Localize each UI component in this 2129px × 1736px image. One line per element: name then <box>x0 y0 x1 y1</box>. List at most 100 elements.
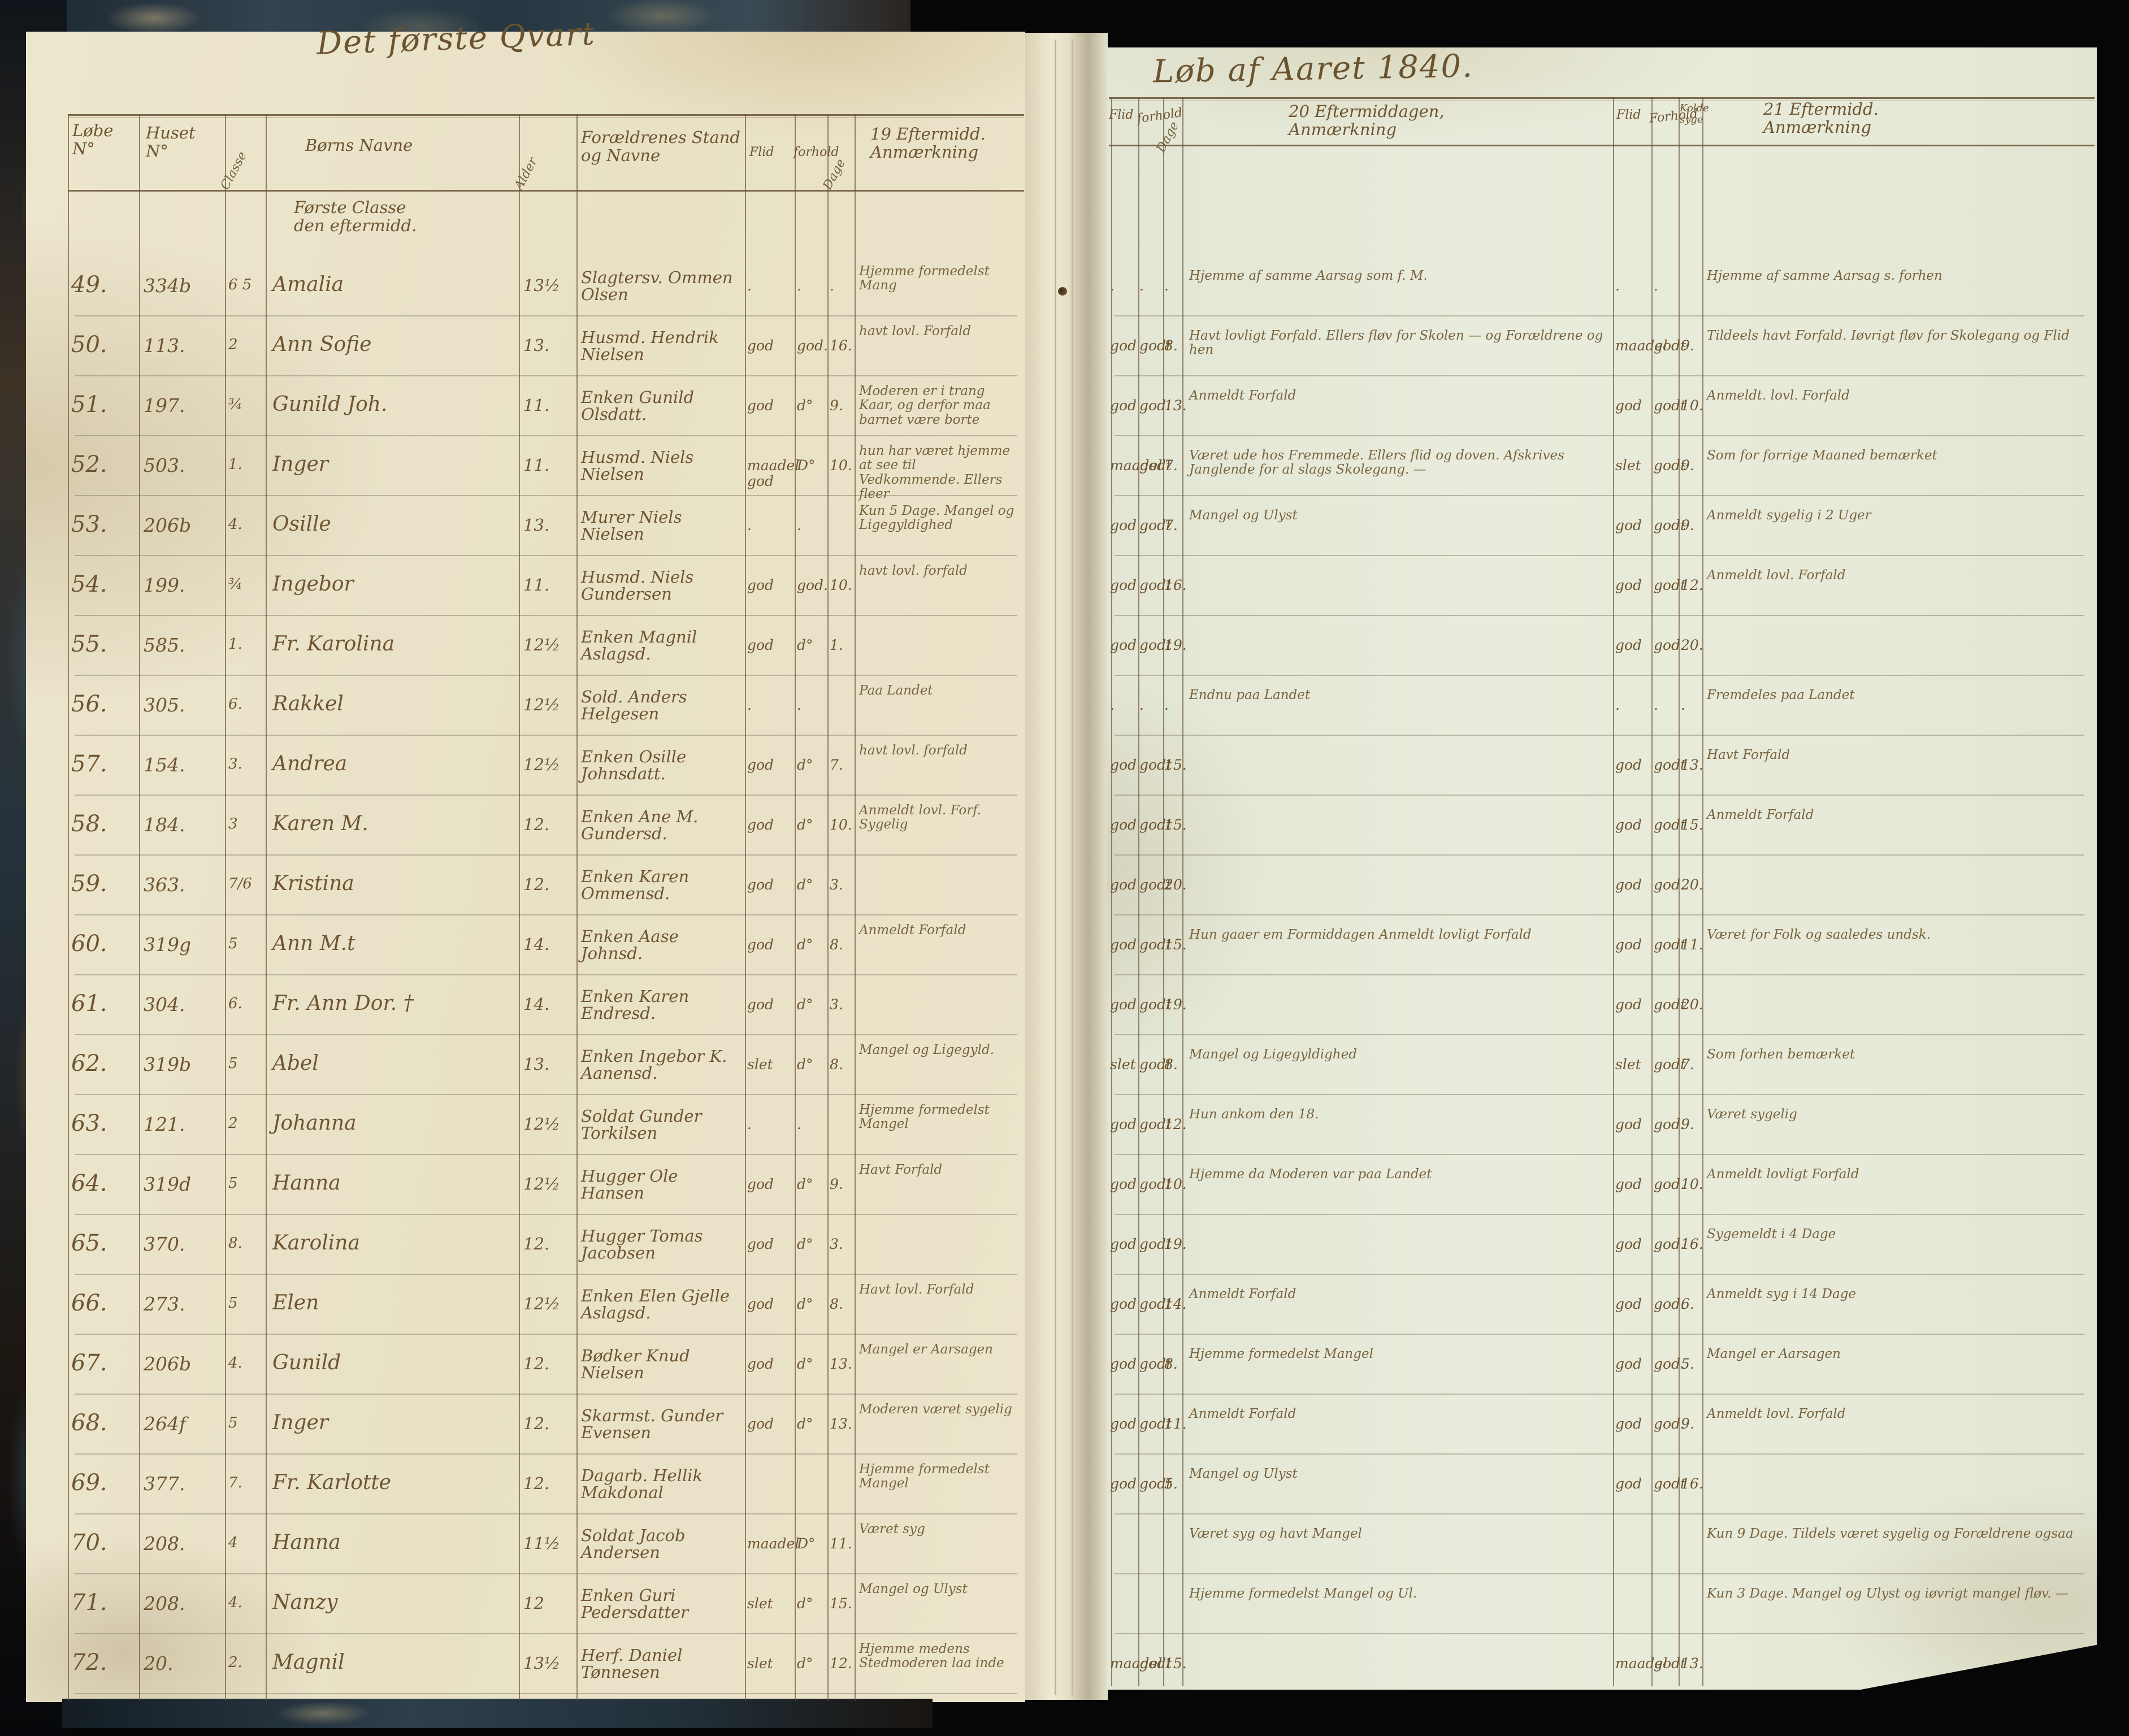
cell-dag1-16: 3. <box>830 1236 843 1252</box>
cell-forhold2-23: godt <box>1139 1655 1172 1672</box>
cell-no-14: 63. <box>71 1110 107 1136</box>
cell-flid3-13: slet <box>1615 1056 1641 1073</box>
cell-anm2-12 <box>1189 979 1607 988</box>
cell-flid2-9: god <box>1110 817 1137 833</box>
cell-flid3-16: god <box>1615 1236 1642 1252</box>
cell-forhold3-20: godt <box>1654 1475 1686 1492</box>
cell-anm3-12 <box>1707 979 2084 988</box>
cell-dag1-4 <box>830 500 855 518</box>
cell-flid1-12: god <box>747 996 774 1013</box>
cell-anm3-9: Anmeldt Forfald <box>1707 808 1814 822</box>
cell-forhold2-13: godt <box>1139 1056 1172 1073</box>
cell-dag3-5: 12. <box>1681 577 1703 593</box>
cell-dag1-7 <box>830 679 855 697</box>
cell-dag2-9: 15. <box>1164 817 1187 833</box>
cell-forhold2-7: . <box>1139 697 1144 713</box>
cell-n1-5: ¾ <box>228 576 243 593</box>
cell-huset-10: 363. <box>144 874 185 896</box>
cell-dag2-14: 12. <box>1164 1116 1187 1132</box>
cell-alder-1: 13. <box>523 336 550 355</box>
cell-foraldre-16: Hugger Tomas Jacobsen <box>581 1226 703 1263</box>
cell-anm1-8: havt lovl. forfald <box>859 743 968 758</box>
cell-alder-22: 12 <box>523 1594 544 1613</box>
cell-no-3: 52. <box>71 452 107 478</box>
cell-flid2-7: . <box>1110 697 1115 713</box>
cell-dag3-1: 9. <box>1681 337 1694 354</box>
cell-anm3-10 <box>1707 859 2084 868</box>
cell-huset-2: 197. <box>144 394 185 416</box>
cell-dag1-8: 7. <box>830 757 843 773</box>
cell-navn-19: Inger <box>272 1411 328 1434</box>
column-rule <box>1111 97 1112 1686</box>
cell-flid2-17: god <box>1110 1296 1137 1312</box>
cell-foraldre-5: Husmd. Niels Gundersen <box>581 567 694 604</box>
cell-forhold3-0: . <box>1654 277 1658 294</box>
column-rule <box>1651 97 1653 1686</box>
cell-huset-18: 206b <box>144 1353 192 1375</box>
cell-anm1-15: Havt Forfald <box>859 1162 943 1177</box>
cell-foraldre-20: Dagarb. Hellik Makdonal <box>581 1466 703 1503</box>
cell-dag2-2: 13. <box>1164 397 1187 414</box>
cell-dag2-4: 7. <box>1164 517 1178 533</box>
cell-no-2: 51. <box>71 392 107 418</box>
cell-no-1: 50. <box>71 332 107 358</box>
cell-forhold3-7: . <box>1654 697 1658 713</box>
cell-anm1-21: Været syg <box>859 1522 925 1537</box>
cell-anm2-21: Været syg og havt Mangel <box>1189 1526 1362 1541</box>
cell-foraldre-21: Soldat Jacob Andersen <box>581 1526 686 1563</box>
header-rule <box>1109 145 2095 146</box>
cell-forhold1-3: D° <box>797 457 816 474</box>
cell-navn-7: Rakkel <box>272 692 344 715</box>
cell-navn-17: Elen <box>272 1291 319 1314</box>
cell-dag1-20 <box>830 1458 855 1476</box>
cell-flid1-2: god <box>747 397 774 414</box>
cell-alder-13: 13. <box>523 1054 550 1074</box>
left-page <box>26 32 1025 1702</box>
cell-anm2-2: Anmeldt Forfald <box>1189 388 1297 403</box>
header-lobe-no: Løbe N° <box>72 121 114 158</box>
cell-forhold1-9: d° <box>797 817 813 833</box>
cell-anm2-11: Hun gaaer em Formiddagen Anmeldt lovligt… <box>1189 927 1532 942</box>
cell-anm1-14: Hjemme formedelst Mangel <box>859 1103 990 1132</box>
cell-navn-18: Gunild <box>272 1351 341 1374</box>
cell-huset-23: 20. <box>144 1652 174 1674</box>
cell-anm1-9: Anmeldt lovl. Forf. Sygelig <box>859 803 982 832</box>
cell-flid3-7: . <box>1615 697 1620 713</box>
cell-anm1-6 <box>859 619 1021 624</box>
cell-forhold1-1: god. <box>797 337 829 354</box>
cell-flid3-2: god <box>1615 397 1642 414</box>
cell-anm3-23 <box>1707 1638 2084 1647</box>
cell-foraldre-7: Sold. Anders Helgesen <box>581 687 687 724</box>
cell-flid3-9: god <box>1615 817 1642 833</box>
cell-dag3-8: 13. <box>1681 757 1703 773</box>
cell-forhold3-16: god. <box>1654 1236 1685 1252</box>
cell-forhold3-6: god. <box>1654 637 1685 653</box>
header-huset-no: Huset N° <box>146 123 196 160</box>
cell-forhold1-15: d° <box>797 1176 813 1192</box>
cell-dag3-15: 10. <box>1681 1176 1703 1192</box>
cell-navn-13: Abel <box>272 1052 319 1075</box>
cell-anm1-7: Paa Landet <box>859 683 933 698</box>
cell-flid1-19: god <box>747 1416 774 1432</box>
cell-anm3-13: Som forhen bemærket <box>1707 1047 1855 1062</box>
cell-foraldre-23: Herf. Daniel Tønnesen <box>581 1646 683 1682</box>
cell-navn-15: Hanna <box>272 1171 341 1195</box>
cell-no-5: 54. <box>71 571 107 597</box>
cell-dag2-1: 8. <box>1164 337 1178 354</box>
cell-forhold2-8: godt <box>1139 757 1172 773</box>
cell-flid3-11: god <box>1615 936 1642 953</box>
cell-forhold1-0: . <box>797 277 801 294</box>
cell-dag3-17: 6. <box>1681 1296 1694 1312</box>
cell-foraldre-11: Enken Aase Johnsd. <box>581 927 679 964</box>
header-anm-20: 20 Eftermiddagen, Anmærkning <box>1289 102 1445 139</box>
cell-anm1-18: Mangel er Aarsagen <box>859 1342 993 1357</box>
cell-forhold1-17: d° <box>797 1296 813 1312</box>
cell-n1-12: 6. <box>228 995 242 1012</box>
cell-forhold2-12: godt <box>1139 996 1172 1013</box>
header-kolde-syge: Kolde syge <box>1680 102 1709 125</box>
cell-forhold3-22 <box>1654 1578 1679 1596</box>
cell-anm2-19: Anmeldt Forfald <box>1189 1407 1297 1421</box>
cell-flid1-8: god <box>747 757 774 773</box>
cell-anm2-1: Havt lovligt Forfald. Ellers fløv for Sk… <box>1189 328 1603 358</box>
